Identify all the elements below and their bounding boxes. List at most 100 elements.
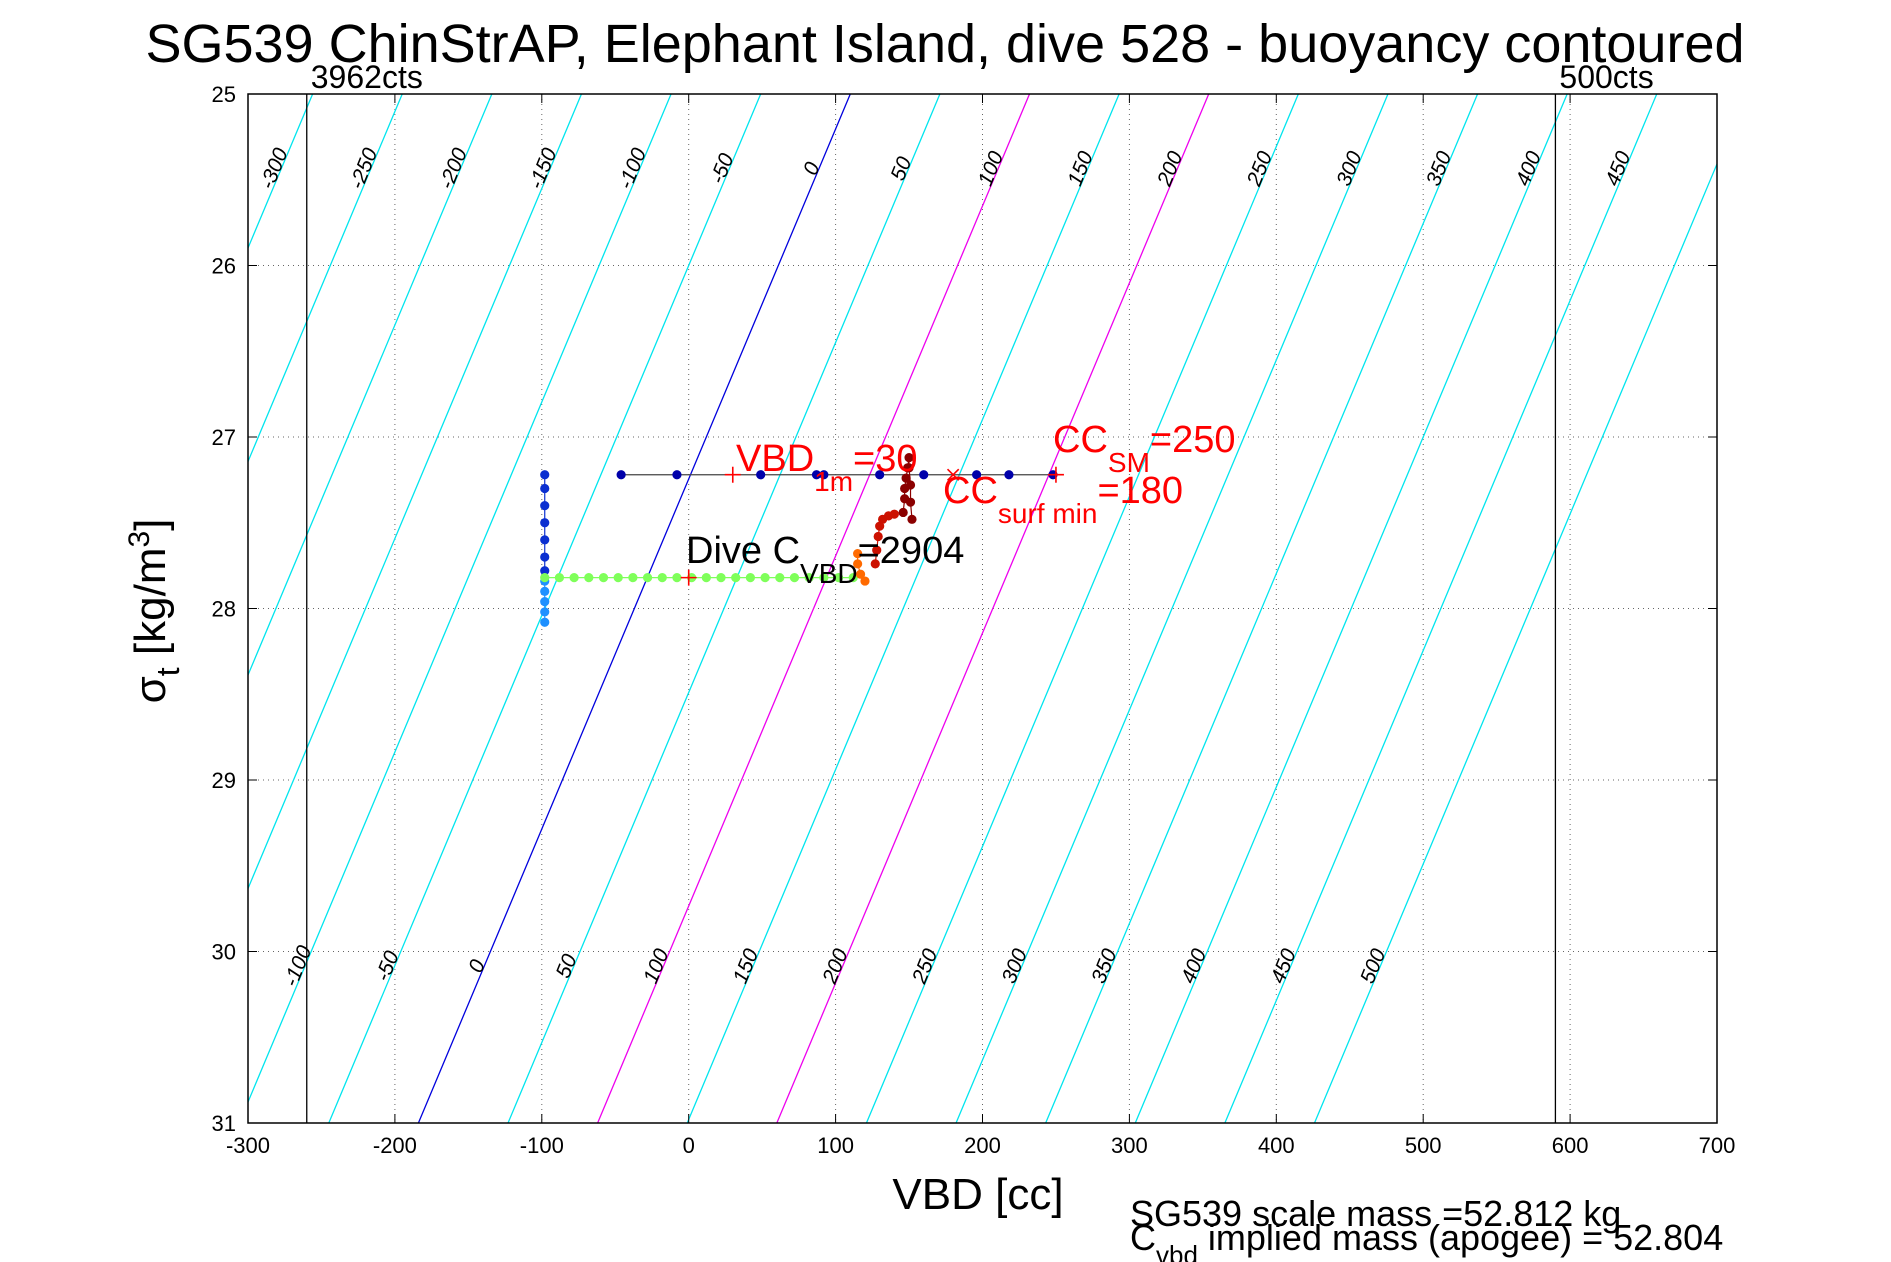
data-point — [848, 573, 858, 583]
data-point — [540, 573, 550, 583]
data-series — [540, 452, 1058, 627]
data-point — [811, 470, 822, 480]
contour-line — [1224, 94, 1658, 1123]
contour-line — [686, 94, 1120, 1123]
data-point — [540, 500, 550, 511]
data-point — [672, 470, 682, 480]
y-tick-label: 27 — [212, 425, 236, 450]
data-point — [898, 507, 908, 518]
data-point — [598, 573, 609, 583]
data-point — [905, 480, 916, 490]
contour-line — [248, 94, 672, 1104]
data-point — [860, 576, 870, 586]
contour-line — [248, 94, 493, 677]
contour-line — [248, 94, 403, 464]
cross-marker — [946, 468, 960, 481]
contour-line — [865, 94, 1299, 1123]
data-point — [540, 597, 550, 607]
x-tick-label: 300 — [1111, 1133, 1148, 1158]
x-tick-label: 700 — [1699, 1133, 1736, 1158]
data-point — [745, 573, 755, 583]
ccsm-annotation: CCSM=250 — [1053, 419, 1235, 478]
data-point — [540, 535, 550, 545]
data-point — [584, 573, 594, 583]
contour-line — [1134, 94, 1568, 1123]
data-point — [540, 617, 550, 627]
data-point — [540, 607, 550, 617]
data-point — [905, 497, 916, 507]
data-point — [760, 573, 770, 583]
data-point — [904, 463, 914, 473]
data-point — [616, 470, 626, 480]
data-point — [701, 573, 711, 583]
data-point — [569, 573, 579, 583]
data-point — [775, 573, 785, 583]
data-point — [873, 531, 883, 542]
x-tick-label: 600 — [1552, 1133, 1589, 1158]
scale-mass-text: SG539 scale mass =52.812 kg — [1130, 1193, 1621, 1234]
x-tick-label: -200 — [373, 1133, 417, 1158]
data-point — [540, 586, 550, 596]
buoyancy-contours — [248, 94, 1717, 1123]
ccsurf-annotation: CCsurf min=180 — [943, 470, 1183, 529]
contour-line — [1313, 162, 1717, 1123]
data-point — [672, 573, 682, 583]
data-point — [789, 573, 800, 583]
data-point — [1004, 470, 1014, 480]
chart-title: SG539 ChinStrAP, Elephant Island, dive 5… — [145, 14, 1744, 74]
data-point — [875, 470, 885, 480]
x-axis-ticks: -300 -200 -100 0 100 200 300 400 500 600 700 — [226, 94, 1735, 1158]
data-point — [540, 483, 550, 494]
data-point — [972, 470, 982, 480]
y-tick-label: 25 — [212, 82, 236, 107]
y-axis-label: σt [kg/m3] — [123, 519, 186, 704]
data-point — [872, 545, 882, 555]
data-point — [613, 573, 623, 583]
x-axis-label: VBD [cc] — [892, 1170, 1063, 1219]
x-tick-label: 400 — [1258, 1133, 1295, 1158]
count-limit-lines: 3962cts 500cts — [306, 59, 1654, 1123]
data-point — [889, 509, 899, 519]
data-point — [853, 549, 863, 559]
data-point — [540, 518, 550, 528]
data-point — [870, 559, 880, 569]
contour-line — [955, 94, 1389, 1123]
data-point — [540, 552, 550, 562]
data-point — [554, 573, 565, 583]
data-point — [731, 573, 741, 583]
y-tick-label: 30 — [212, 940, 236, 965]
data-point — [628, 573, 638, 583]
data-point — [855, 569, 866, 579]
x-tick-label: 100 — [817, 1133, 854, 1158]
data-point — [919, 470, 929, 480]
data-point — [833, 573, 844, 583]
x-tick-label: 200 — [964, 1133, 1001, 1158]
y-tick-label: 26 — [212, 254, 236, 279]
data-point — [804, 573, 814, 583]
data-point — [657, 573, 667, 583]
contour-line — [1045, 94, 1479, 1123]
data-point — [642, 573, 653, 583]
reference-markers — [680, 466, 1064, 586]
data-point — [853, 559, 863, 569]
contour-line — [507, 94, 941, 1123]
y-tick-label: 29 — [212, 768, 236, 793]
y-tick-label: 28 — [212, 597, 236, 622]
contour-line — [417, 94, 851, 1123]
data-point — [716, 573, 726, 583]
y-tick-label: 31 — [212, 1111, 236, 1136]
series-line — [902, 457, 913, 520]
contour-line — [776, 94, 1210, 1123]
x-tick-label: -300 — [226, 1133, 270, 1158]
vbd1m-annotation: VBD1m=30 — [736, 438, 918, 497]
count-limit-label: 3962cts — [311, 59, 423, 95]
x-tick-label: -100 — [520, 1133, 564, 1158]
data-point — [756, 470, 766, 480]
data-point — [819, 573, 829, 583]
contour-line — [597, 94, 1031, 1123]
count-limit-label: 500cts — [1559, 59, 1653, 95]
data-point — [907, 514, 917, 524]
x-tick-label: 0 — [683, 1133, 695, 1158]
data-point — [540, 470, 550, 480]
